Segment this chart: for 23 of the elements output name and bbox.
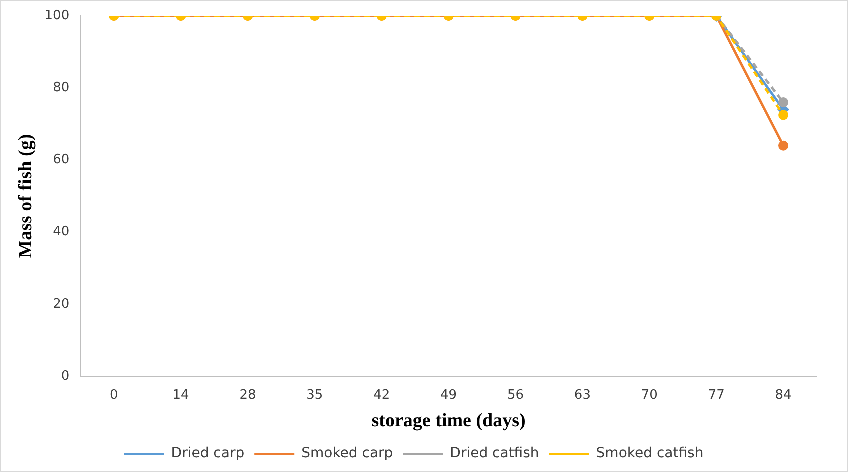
- y-tick-label: 20: [53, 296, 70, 312]
- x-tick-label: 14: [172, 388, 190, 403]
- y-tick-label: 60: [53, 152, 70, 168]
- x-tick-label: 56: [507, 388, 524, 403]
- x-tick-label: 77: [708, 388, 725, 403]
- legend-label: Dried carp: [171, 446, 245, 462]
- y-tick-label: 100: [44, 8, 70, 24]
- x-tick-label: 28: [240, 388, 256, 403]
- x-tick-label: 84: [775, 388, 792, 403]
- x-tick-label: 63: [574, 388, 591, 403]
- x-tick-label: 35: [306, 388, 324, 403]
- x-tick-label: 42: [374, 388, 390, 403]
- y-tick-label: 0: [61, 368, 70, 384]
- x-tick-label: 70: [641, 388, 658, 403]
- x-tick-label: 49: [440, 388, 458, 403]
- legend-label: Dried catfish: [450, 446, 540, 462]
- y-tick-label: 40: [53, 224, 70, 240]
- y-tick-label: 80: [53, 80, 70, 96]
- x-tick-label: 0: [110, 388, 118, 403]
- legend-label: Smoked carp: [302, 446, 394, 462]
- legend-label: Smoked catfish: [596, 446, 704, 462]
- y-axis-title: Mass of fish (g): [15, 134, 36, 258]
- x-axis-title: storage time (days): [372, 410, 526, 432]
